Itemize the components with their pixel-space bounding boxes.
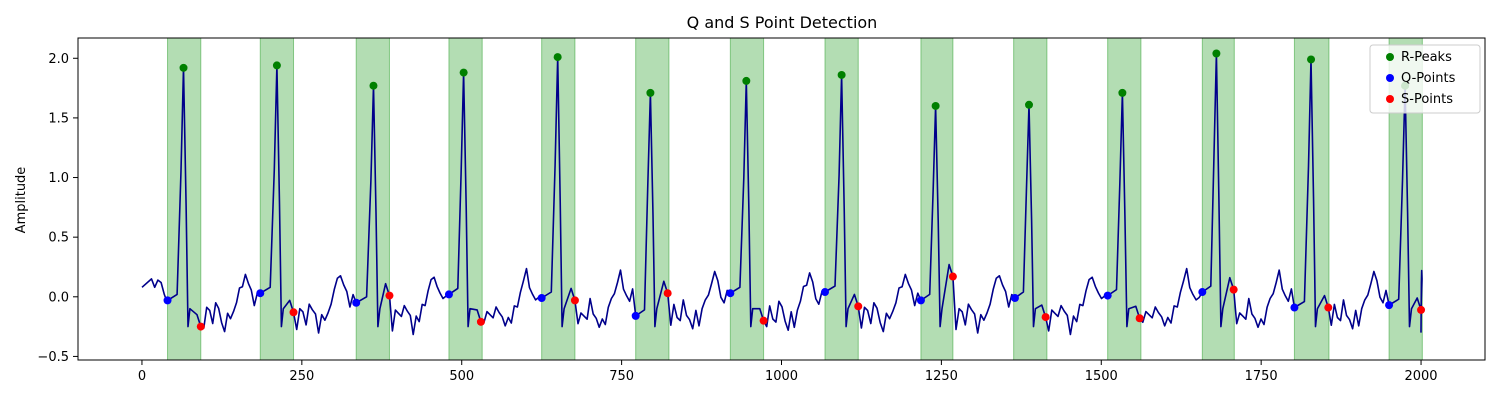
r-peak-point	[553, 53, 562, 62]
r-peak-point	[837, 70, 846, 79]
x-tick-label: 250	[289, 369, 314, 384]
r-peak-point	[1212, 49, 1221, 58]
legend-marker-q-points	[1386, 74, 1394, 82]
x-tick-label: 1250	[925, 369, 958, 384]
ecg-signal-line	[141, 52, 1423, 336]
s-point	[948, 272, 957, 281]
x-tick-label: 750	[609, 369, 634, 384]
legend-marker-r-peaks	[1386, 53, 1394, 61]
legend-label-r-peaks: R-Peaks	[1401, 50, 1452, 65]
s-point	[1041, 313, 1050, 322]
r-peak-point	[1118, 88, 1127, 97]
q-point	[916, 296, 925, 305]
s-point	[385, 291, 394, 300]
legend-marker-s-points	[1386, 95, 1394, 103]
detected-points	[163, 49, 1426, 331]
y-tick-label: 0.5	[48, 231, 69, 246]
q-point	[256, 289, 265, 298]
r-peak-point	[459, 68, 468, 77]
r-peak-point	[742, 76, 751, 85]
q-point	[163, 296, 172, 305]
r-peak-point	[1025, 100, 1034, 109]
x-axis: 0 250 500 750 1000 1250 1500 1750 2000	[138, 360, 1438, 384]
s-point	[854, 302, 863, 311]
q-point	[1103, 291, 1112, 300]
q-point	[820, 288, 829, 297]
s-point	[663, 289, 672, 298]
chart-title: Q and S Point Detection	[687, 13, 878, 32]
r-peak-point	[369, 81, 378, 90]
x-tick-label: 1750	[1245, 369, 1278, 384]
ecg-signal	[141, 52, 1423, 336]
q-point	[537, 293, 546, 302]
s-point	[570, 296, 579, 305]
y-tick-label: 1.0	[48, 171, 69, 186]
q-point	[352, 298, 361, 307]
r-peak-point	[1307, 55, 1316, 64]
r-peak-point	[272, 61, 281, 70]
y-tick-label: −0.5	[37, 350, 69, 365]
y-tick-label: 0.0	[48, 290, 69, 305]
q-point	[1198, 288, 1207, 297]
x-tick-label: 0	[138, 369, 146, 384]
highlight-spans	[167, 37, 1423, 361]
y-axis: −0.5 0.0 0.5 1.0 1.5 2.0	[37, 52, 78, 365]
s-point	[1135, 314, 1144, 323]
r-peak-point	[646, 88, 655, 97]
q-point	[444, 290, 453, 299]
y-tick-label: 2.0	[48, 52, 69, 67]
x-tick-label: 500	[449, 369, 474, 384]
s-point	[1324, 303, 1333, 312]
s-point	[196, 322, 205, 331]
s-point	[1229, 285, 1238, 294]
q-point	[1290, 303, 1299, 312]
y-tick-label: 1.5	[48, 111, 69, 126]
q-point	[726, 289, 735, 298]
q-point	[1385, 301, 1394, 310]
legend: R-Peaks Q-Points S-Points	[1369, 44, 1481, 114]
y-axis-label: Amplitude	[14, 167, 29, 234]
legend-box	[1369, 44, 1481, 114]
x-tick-label: 1500	[1085, 369, 1118, 384]
q-point	[1010, 293, 1019, 302]
legend-label-q-points: Q-Points	[1401, 71, 1456, 86]
r-peak-point	[931, 101, 940, 110]
x-tick-label: 2000	[1404, 369, 1437, 384]
x-tick-label: 1000	[765, 369, 798, 384]
r-peak-point	[179, 63, 188, 72]
s-point	[1417, 305, 1426, 314]
highlight-span	[1013, 37, 1048, 361]
q-point	[631, 311, 640, 320]
s-point	[476, 317, 485, 326]
s-point	[289, 308, 298, 317]
legend-label-s-points: S-Points	[1401, 92, 1453, 107]
s-point	[759, 316, 768, 325]
highlight-span	[920, 37, 954, 361]
